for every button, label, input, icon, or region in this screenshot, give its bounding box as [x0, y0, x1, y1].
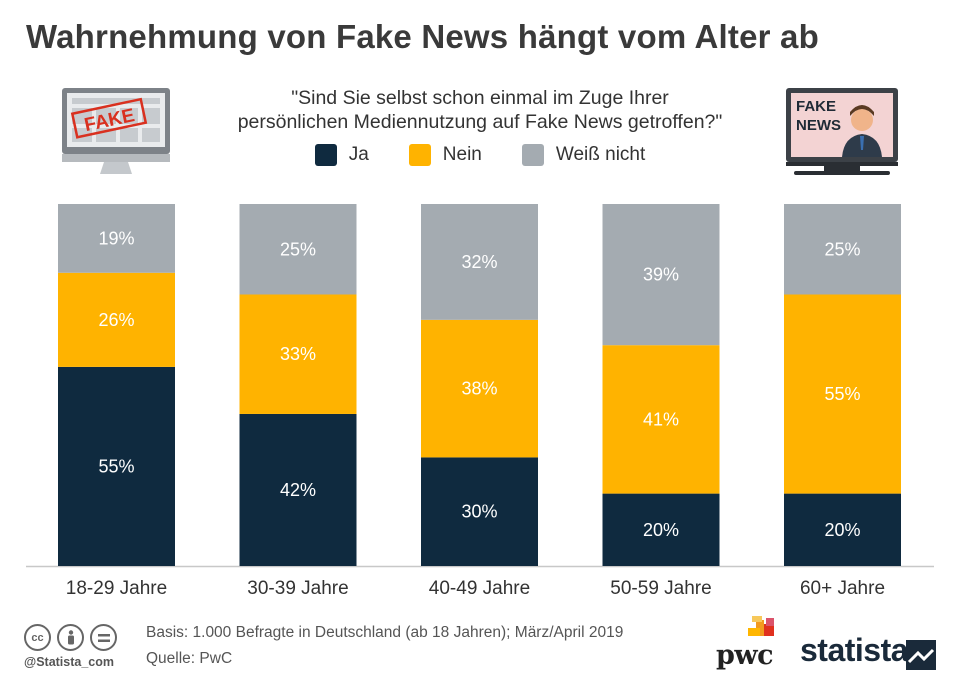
bar-value-label: 20% [824, 520, 860, 540]
bar-segment-ja-3 [602, 493, 720, 566]
statista-handle: @Statista_com [24, 655, 114, 669]
bar-segment-nein-1 [239, 294, 357, 414]
chart-title: Wahrnehmung von Fake News hängt vom Alte… [26, 18, 819, 55]
bar-segment-nein-4 [784, 294, 901, 494]
legend-item-nein: Nein [408, 144, 482, 166]
category-label: 18-29 Jahre [66, 578, 167, 599]
legend-label-ja: Ja [348, 144, 369, 165]
bar-segment-nein-0 [58, 272, 175, 367]
category-label: 50-59 Jahre [610, 578, 711, 599]
cc-icon: cc [24, 624, 51, 651]
legend-label-nein: Nein [442, 144, 482, 165]
bar-value-label: 30% [461, 502, 497, 522]
bar-segment-wei-nicht-0 [58, 204, 175, 273]
bar-value-label: 19% [98, 228, 134, 248]
bar-segment-wei-nicht-3 [602, 204, 720, 346]
footer-basis: Basis: 1.000 Befragte in Deutschland (ab… [146, 624, 624, 641]
license-icons: cc [24, 624, 117, 651]
tv-fake-news-icon: FAKE NEWS [786, 88, 898, 175]
bar-value-label: 42% [280, 480, 316, 500]
bar-segment-wei-nicht-4 [784, 204, 901, 295]
bar-value-label: 25% [280, 239, 316, 259]
bar-segment-ja-2 [421, 457, 538, 566]
bar-segment-wei-nicht-2 [421, 204, 538, 320]
survey-question-line2: persönlichen Mediennutzung auf Fake News… [237, 111, 723, 133]
bar-value-label: 32% [461, 252, 497, 272]
bar-segment-ja-1 [239, 413, 357, 566]
by-icon [57, 624, 84, 651]
legend-swatch-nein [408, 144, 431, 166]
bar-segment-nein-3 [602, 345, 720, 494]
legend-label-weiss-nicht: Weiß nicht [555, 144, 646, 165]
stacked-bar-chart: 55% 26% 19% 18-29 Jahre 42% 33% 25% 30-39 Jahre… [26, 204, 934, 599]
bar-segment-ja-4 [784, 493, 901, 566]
bar-value-label: 55% [824, 384, 860, 404]
survey-question: "Sind Sie selbst schon einmal im Zuge Ih… [150, 86, 810, 134]
bar-segment-nein-2 [421, 319, 538, 458]
tv-news-text: NEWS [796, 117, 841, 134]
category-label: 60+ Jahre [800, 578, 885, 599]
legend-item-weiss-nicht: Weiß nicht [521, 144, 646, 166]
category-label: 30-39 Jahre [247, 578, 348, 599]
monitor-fake-icon: FAKE [62, 88, 170, 174]
statista-mark-icon [906, 640, 936, 670]
bar-value-label: 55% [98, 456, 134, 476]
bar-value-label: 38% [461, 379, 497, 399]
nd-icon [90, 624, 117, 651]
bar-value-label: 39% [643, 265, 679, 285]
legend-swatch-ja [314, 144, 337, 166]
pwc-logo-icon [748, 616, 774, 636]
category-label: 40-49 Jahre [429, 578, 530, 599]
statista-logo: statista [800, 632, 909, 668]
bar-value-label: 20% [643, 520, 679, 540]
footer-source: Quelle: PwC [146, 650, 233, 667]
bar-value-label: 26% [98, 310, 134, 330]
bar-value-label: 25% [824, 239, 860, 259]
chart-legend: Ja Nein Weiß nicht [0, 144, 960, 166]
bar-segment-wei-nicht-1 [239, 204, 357, 295]
bar-value-label: 41% [643, 409, 679, 429]
pwc-logo-text: pwc [716, 640, 774, 671]
survey-question-line1: "Sind Sie selbst schon einmal im Zuge Ih… [291, 87, 669, 109]
legend-swatch-weiss-nicht [521, 144, 544, 166]
bar-segment-ja-0 [58, 366, 175, 566]
bar-value-label: 33% [280, 344, 316, 364]
legend-item-ja: Ja [314, 144, 369, 166]
tv-fake-text: FAKE [796, 98, 836, 115]
